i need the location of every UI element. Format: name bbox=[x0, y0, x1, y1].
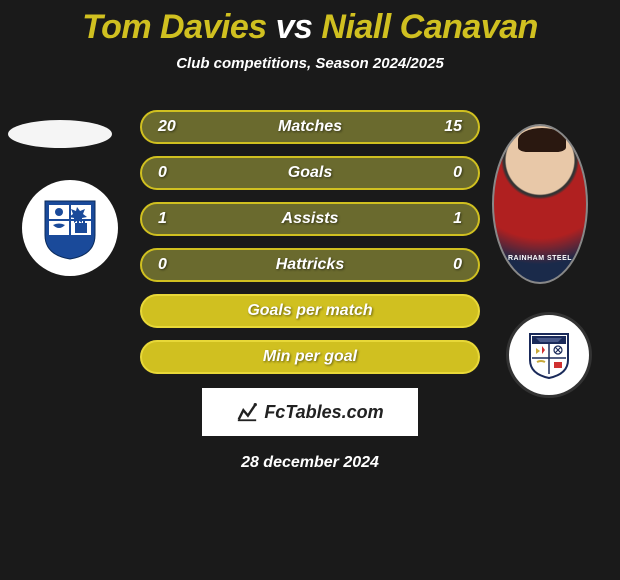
date-text: 28 december 2024 bbox=[0, 454, 620, 472]
subtitle: Club competitions, Season 2024/2025 bbox=[0, 55, 620, 72]
stat-row: 0Goals0 bbox=[140, 156, 480, 190]
stat-label: Matches bbox=[142, 118, 478, 136]
player1-name: Tom Davies bbox=[82, 8, 267, 46]
player2-name: Niall Canavan bbox=[321, 8, 537, 46]
vs-text: vs bbox=[276, 8, 313, 46]
fctables-attribution[interactable]: FcTables.com bbox=[202, 388, 418, 436]
tranmere-crest-icon bbox=[35, 193, 105, 263]
stat-row: Min per goal bbox=[140, 340, 480, 374]
player1-avatar-placeholder bbox=[8, 120, 112, 148]
fctables-label: FcTables.com bbox=[264, 402, 383, 423]
stat-label: Min per goal bbox=[142, 348, 478, 366]
player2-avatar: RAINHAM STEEL bbox=[492, 124, 588, 284]
stat-row: Goals per match bbox=[140, 294, 480, 328]
player1-club-crest bbox=[22, 180, 118, 276]
stat-row: 20Matches15 bbox=[140, 110, 480, 144]
stat-label: Hattricks bbox=[142, 256, 478, 274]
stat-row: 1Assists1 bbox=[140, 202, 480, 236]
stat-row: 0Hattricks0 bbox=[140, 248, 480, 282]
stat-label: Goals bbox=[142, 164, 478, 182]
barrow-crest-icon bbox=[522, 328, 576, 382]
fctables-logo-icon bbox=[236, 401, 258, 423]
player2-club-crest bbox=[506, 312, 592, 398]
stat-label: Goals per match bbox=[142, 302, 478, 320]
stat-label: Assists bbox=[142, 210, 478, 228]
player2-jersey-text: RAINHAM STEEL bbox=[494, 255, 586, 262]
page-title: Tom Davies vs Niall Canavan bbox=[0, 0, 620, 47]
